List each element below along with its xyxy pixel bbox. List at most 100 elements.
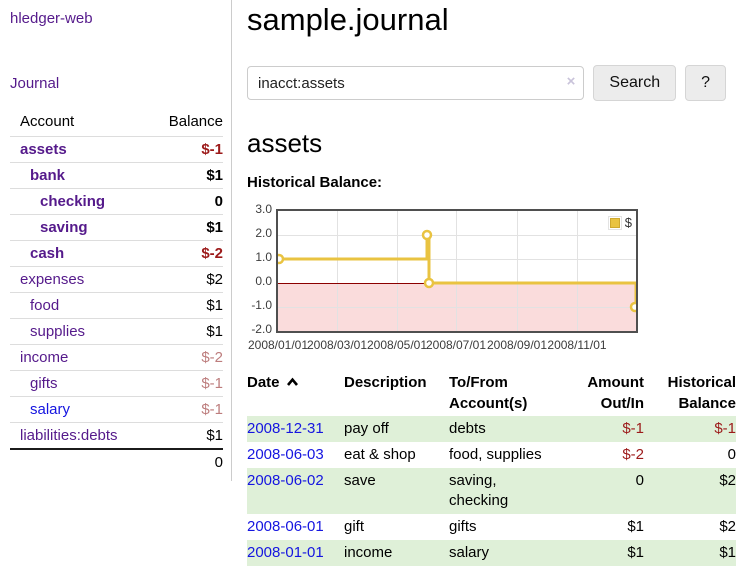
transaction-date-link[interactable]: 2008-12-31 xyxy=(247,420,324,437)
register-header-accounts: To/From Account(s) xyxy=(449,374,528,412)
account-link-food[interactable]: food xyxy=(30,297,60,314)
x-tick-label: 2008/01/01 xyxy=(247,338,309,352)
help-button[interactable]: ? xyxy=(685,65,726,101)
transaction-amount: $-1 xyxy=(622,420,644,437)
accounts-header-balance: Balance xyxy=(168,113,223,130)
search-button[interactable]: Search xyxy=(593,65,677,101)
account-row: cash $-2 xyxy=(10,240,223,267)
account-balance: $1 xyxy=(151,318,223,345)
transaction-balance: $2 xyxy=(719,518,736,535)
account-balance: $2 xyxy=(151,266,223,293)
transaction-balance: $-1 xyxy=(714,420,736,437)
register-header-description: Description xyxy=(344,374,427,391)
register-header-amount: Amount Out/In xyxy=(587,374,644,412)
accounts-table: Account Balance assets $-1 bank $1 check… xyxy=(10,110,223,475)
gridline xyxy=(278,307,636,308)
account-link-checking[interactable]: checking xyxy=(40,193,106,210)
account-link-supplies[interactable]: supplies xyxy=(30,323,86,340)
sidebar: hledger-web Journal Account Balance asse… xyxy=(0,0,232,481)
data-point-marker xyxy=(278,253,285,265)
x-tick-label: 2008/11/01 xyxy=(547,338,607,352)
transaction-description: eat & shop xyxy=(344,446,416,463)
y-tick-label: 2.0 xyxy=(255,226,272,240)
account-row: saving $1 xyxy=(10,214,223,241)
register-header-date[interactable]: Date xyxy=(247,370,344,416)
transaction-description: save xyxy=(344,472,376,489)
register-row: 2008-01-01 income salary $1 $1 xyxy=(247,540,736,566)
x-tick-label: 2008/07/01 xyxy=(425,338,487,352)
transaction-amount: $1 xyxy=(627,518,644,535)
account-balance: 0 xyxy=(151,188,223,215)
register-header-balance: Historical Balance xyxy=(667,374,736,412)
transaction-description: income xyxy=(344,544,393,561)
account-row: salary $-1 xyxy=(10,396,223,423)
account-link-bank[interactable]: bank xyxy=(30,167,66,184)
register-row: 2008-12-31 pay off debts $-1 $-1 xyxy=(247,416,736,442)
register-table: Date Description To/From Account(s) Amou… xyxy=(247,370,736,566)
account-link-liabilities-debts[interactable]: liabilities:debts xyxy=(20,427,118,444)
account-link-income[interactable]: income xyxy=(20,349,69,366)
gridline xyxy=(517,211,518,331)
transaction-balance: 0 xyxy=(727,446,736,463)
account-balance: $-2 xyxy=(151,344,223,371)
transaction-accounts: saving, checking xyxy=(449,472,509,509)
gridline xyxy=(456,211,457,331)
account-link-expenses[interactable]: expenses xyxy=(20,271,85,288)
account-balance: $1 xyxy=(151,162,223,189)
data-point-marker xyxy=(421,229,433,241)
transaction-amount: $-2 xyxy=(622,446,644,463)
account-row: income $-2 xyxy=(10,344,223,371)
transaction-date-link[interactable]: 2008-06-02 xyxy=(247,472,324,489)
account-row: bank $1 xyxy=(10,162,223,189)
account-link-saving[interactable]: saving xyxy=(40,219,88,236)
account-row: liabilities:debts $1 xyxy=(10,422,223,449)
x-tick-label: 2008/03/01 xyxy=(306,338,368,352)
account-balance: $1 xyxy=(151,422,223,449)
account-row: expenses $2 xyxy=(10,266,223,293)
account-row: supplies $1 xyxy=(10,318,223,345)
data-point-marker xyxy=(629,301,636,313)
accounts-table-header: Account Balance xyxy=(10,110,223,137)
account-link-cash[interactable]: cash xyxy=(30,245,65,262)
transaction-accounts: debts xyxy=(449,420,486,437)
account-link-assets[interactable]: assets xyxy=(20,141,67,158)
account-row: checking 0 xyxy=(10,188,223,215)
sort-ascending-icon xyxy=(286,372,299,393)
y-tick-label: 3.0 xyxy=(255,202,272,216)
app-title-link[interactable]: hledger-web xyxy=(10,10,93,27)
gridline xyxy=(397,211,398,331)
clear-search-icon[interactable]: × xyxy=(566,73,576,90)
account-row: assets $-1 xyxy=(10,136,223,163)
register-header-row: Date Description To/From Account(s) Amou… xyxy=(247,370,736,416)
transaction-accounts: salary xyxy=(449,544,490,561)
x-tick-label: 2008/05/01 xyxy=(366,338,428,352)
transaction-date-link[interactable]: 2008-06-01 xyxy=(247,518,324,535)
account-link-gifts[interactable]: gifts xyxy=(30,375,58,392)
account-link-salary[interactable]: salary xyxy=(30,401,71,418)
y-tick-label: -2.0 xyxy=(251,322,272,336)
account-balance: $1 xyxy=(151,292,223,319)
journal-nav: Journal xyxy=(10,75,223,93)
transaction-accounts: food, supplies xyxy=(449,446,542,463)
search-input[interactable] xyxy=(247,66,585,100)
transaction-balance: $1 xyxy=(719,544,736,561)
chart-legend: $ xyxy=(607,215,632,230)
legend-label: $ xyxy=(624,215,632,230)
transaction-date-link[interactable]: 2008-01-01 xyxy=(247,544,324,561)
journal-link[interactable]: Journal xyxy=(10,75,60,92)
transaction-accounts: gifts xyxy=(449,518,477,535)
account-row: gifts $-1 xyxy=(10,370,223,397)
balance-line-series xyxy=(278,229,636,313)
account-balance: $-1 xyxy=(151,370,223,397)
register-row: 2008-06-02 save saving, checking 0 $2 xyxy=(247,468,736,514)
transaction-date-link[interactable]: 2008-06-03 xyxy=(247,446,324,463)
account-balance: $1 xyxy=(151,214,223,241)
transaction-amount: $1 xyxy=(627,544,644,561)
gridline xyxy=(278,235,636,236)
accounts-total-value: 0 xyxy=(151,448,223,475)
plot-area: $ xyxy=(276,209,638,333)
accounts-total-row: 0 xyxy=(10,448,223,475)
main-content: sample.journal × Search ? assets Histori… xyxy=(232,0,736,566)
account-balance: $-2 xyxy=(151,240,223,267)
y-tick-label: -1.0 xyxy=(251,298,272,312)
